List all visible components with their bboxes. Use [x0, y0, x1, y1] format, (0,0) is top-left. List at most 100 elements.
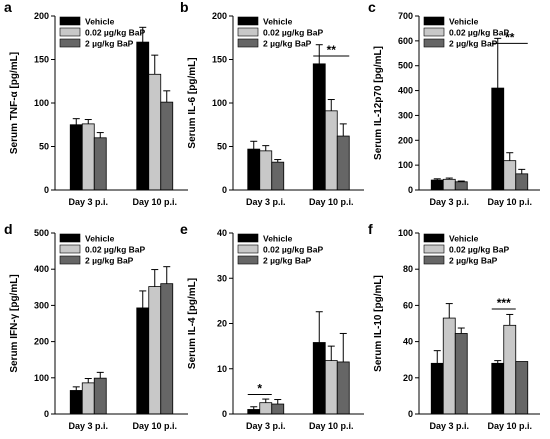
x-category-label: Day 10 p.i.: [487, 421, 532, 431]
bar: [503, 324, 517, 415]
bar: [148, 286, 162, 415]
legend-swatch: [423, 244, 445, 254]
bar: [491, 87, 505, 191]
y-tick-label: 400: [398, 86, 413, 96]
y-tick-label: 100: [398, 160, 413, 170]
legend-swatch: [423, 38, 445, 48]
y-tick-label: 20: [217, 319, 227, 329]
y-tick-label: 300: [34, 300, 49, 310]
bar: [160, 283, 174, 415]
legend-entry: 2 µg/kg BaP: [85, 39, 134, 49]
y-axis-label: Serum IL-4 [pg/mL]: [187, 278, 198, 369]
bar: [430, 362, 444, 415]
x-category-label: Day 10 p.i.: [132, 197, 177, 207]
bar: [324, 360, 338, 415]
y-tick-label: 40: [217, 228, 227, 238]
legend-swatch: [237, 255, 259, 265]
panel-letter: a: [4, 0, 12, 15]
bar: [454, 181, 468, 191]
y-tick-label: 100: [398, 228, 413, 238]
significance-label: **: [327, 43, 337, 57]
legend-entry: 0.02 µg/kg BaP: [263, 28, 324, 38]
panel-letter: f: [368, 221, 373, 237]
x-category-label: Day 3 p.i.: [429, 197, 469, 207]
bar: [324, 110, 338, 191]
bar: [312, 63, 326, 191]
legend-swatch: [59, 38, 81, 48]
x-category-label: Day 3 p.i.: [246, 197, 286, 207]
bar: [515, 361, 529, 415]
y-tick-label: 20: [403, 373, 413, 383]
panel-f: f Serum IL-10 [pg/mL] 0 20 40 60 80 100 Day 3 p.…: [368, 221, 540, 431]
legend-entry: 0.02 µg/kg BaP: [85, 28, 146, 38]
significance-label: **: [505, 30, 515, 44]
y-tick-label: 700: [398, 11, 413, 21]
legend-swatch: [59, 255, 81, 265]
y-tick-label: 50: [39, 142, 49, 152]
y-axis-label: Serum IL-12p70 [pg/mL]: [373, 46, 384, 160]
panel-a: a Serum TNF-α [pg/mL] 0 50 100 150 200 Day 3 p.…: [4, 0, 188, 207]
legend-entry: 2 µg/kg BaP: [85, 256, 134, 266]
bar: [430, 179, 444, 191]
legend-swatch: [423, 16, 445, 26]
panel-e: e Serum IL-4 [pg/mL] 0 10 20 30 40 Day 3 p.i. Da…: [180, 221, 364, 431]
bar: [93, 377, 107, 415]
panel-letter: c: [368, 0, 376, 15]
bar: [69, 124, 83, 191]
legend-entry: 2 µg/kg BaP: [449, 256, 498, 266]
y-tick-label: 0: [222, 409, 227, 419]
bar: [136, 41, 150, 191]
y-tick-label: 200: [34, 11, 49, 21]
legend-swatch: [237, 233, 259, 243]
panel-letter: e: [180, 221, 188, 237]
bar: [271, 161, 285, 191]
legend-entry: Vehicle: [85, 17, 115, 27]
bar: [336, 361, 350, 415]
y-tick-label: 100: [34, 373, 49, 383]
significance-label: *: [257, 382, 262, 396]
bar: [93, 137, 107, 191]
y-tick-label: 10: [217, 364, 227, 374]
legend-swatch: [237, 27, 259, 37]
panel-letter: b: [180, 0, 189, 15]
y-tick-label: 500: [398, 61, 413, 71]
x-category-label: Day 10 p.i.: [487, 197, 532, 207]
bar: [247, 148, 261, 191]
y-tick-label: 400: [34, 264, 49, 274]
legend-entry: 0.02 µg/kg BaP: [449, 28, 510, 38]
bar: [515, 173, 529, 191]
bar: [81, 123, 95, 191]
y-tick-label: 200: [34, 337, 49, 347]
y-tick-label: 150: [34, 55, 49, 65]
bar: [81, 382, 95, 415]
legend-swatch: [59, 16, 81, 26]
legend-swatch: [237, 244, 259, 254]
y-tick-label: 30: [217, 273, 227, 283]
legend-swatch: [237, 16, 259, 26]
bar: [148, 73, 162, 191]
x-category-label: Day 10 p.i.: [309, 197, 354, 207]
y-tick-label: 500: [34, 228, 49, 238]
legend-entry: Vehicle: [263, 17, 293, 27]
y-tick-label: 60: [403, 300, 413, 310]
legend-entry: 0.02 µg/kg BaP: [263, 245, 324, 255]
legend-entry: 0.02 µg/kg BaP: [449, 245, 510, 255]
y-tick-label: 200: [398, 135, 413, 145]
bar: [442, 178, 456, 191]
bar: [442, 317, 456, 415]
x-category-label: Day 3 p.i.: [68, 197, 108, 207]
legend-entry: 2 µg/kg BaP: [449, 39, 498, 49]
y-axis-label: Serum IFN-γ [pg/mL]: [9, 274, 20, 372]
y-tick-label: 40: [403, 337, 413, 347]
y-tick-label: 150: [212, 55, 227, 65]
y-axis-label: Serum IL-10 [pg/mL]: [373, 275, 384, 372]
y-tick-label: 300: [398, 110, 413, 120]
legend-swatch: [59, 244, 81, 254]
x-category-label: Day 10 p.i.: [132, 421, 177, 431]
legend-swatch: [423, 27, 445, 37]
legend-entry: Vehicle: [85, 234, 115, 244]
significance-label: ***: [497, 296, 511, 310]
legend-swatch: [237, 38, 259, 48]
y-tick-label: 50: [217, 142, 227, 152]
